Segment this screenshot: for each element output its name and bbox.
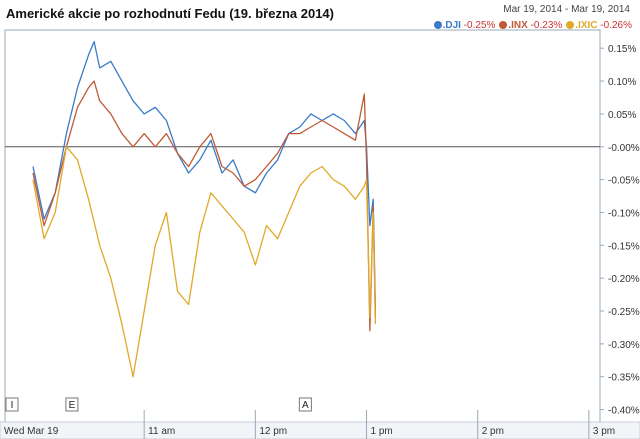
y-tick-label: -0.25% bbox=[608, 307, 640, 318]
y-tick-label: 0.05% bbox=[608, 110, 636, 121]
legend-item[interactable]: .INX -0.23% bbox=[499, 20, 562, 31]
legend-change: -0.25% bbox=[460, 20, 496, 31]
y-tick-label: -0.40% bbox=[608, 406, 640, 417]
legend-swatch bbox=[499, 21, 508, 29]
series-line-inx bbox=[32, 80, 377, 332]
legend-swatch bbox=[433, 21, 442, 29]
series-line-ixic bbox=[32, 146, 377, 378]
legend-symbol: .IXIC bbox=[575, 20, 598, 31]
legend: .DJI -0.25% .INX -0.23% .IXIC -0.26% bbox=[430, 20, 632, 31]
x-axis-bar bbox=[0, 421, 640, 439]
legend-change: -0.26% bbox=[597, 20, 632, 31]
legend-symbol: .INX bbox=[508, 20, 528, 31]
x-tick-label: Wed Mar 19 bbox=[4, 426, 59, 437]
plot-frame bbox=[4, 29, 601, 423]
y-tick-label: -0.00% bbox=[608, 143, 640, 154]
event-marker bbox=[5, 397, 19, 412]
y-tick-label: -0.20% bbox=[608, 274, 640, 285]
legend-swatch bbox=[566, 21, 575, 29]
y-tick-label: 0.15% bbox=[608, 44, 636, 55]
y-tick-label: -0.35% bbox=[608, 373, 640, 384]
date-range: Mar 19, 2014 - Mar 19, 2014 bbox=[503, 4, 630, 15]
event-marker-label: A bbox=[302, 400, 309, 411]
legend-symbol: .DJI bbox=[442, 20, 461, 31]
series-line-dji bbox=[32, 40, 377, 312]
x-tick-label: 1 pm bbox=[371, 426, 393, 437]
y-tick-label: -0.30% bbox=[608, 340, 640, 351]
event-marker bbox=[298, 397, 312, 412]
y-tick-label: -0.05% bbox=[608, 176, 640, 187]
x-tick-label: 12 pm bbox=[259, 426, 287, 437]
event-marker-label: I bbox=[11, 400, 14, 411]
y-tick-label: 0.10% bbox=[608, 77, 636, 88]
legend-item[interactable]: .IXIC -0.26% bbox=[566, 20, 632, 31]
chart-title: Americké akcie po rozhodnutí Fedu (19. b… bbox=[6, 6, 334, 21]
legend-change: -0.23% bbox=[527, 20, 563, 31]
y-tick-label: -0.10% bbox=[608, 208, 640, 219]
y-tick-label: -0.15% bbox=[608, 241, 640, 252]
event-marker bbox=[65, 397, 79, 412]
x-tick-label: 11 am bbox=[148, 426, 175, 437]
legend-item[interactable]: .DJI -0.25% bbox=[433, 20, 496, 31]
x-tick-label: 2 pm bbox=[482, 426, 504, 437]
event-marker-label: E bbox=[69, 400, 76, 411]
x-tick-label: 3 pm bbox=[593, 426, 615, 437]
